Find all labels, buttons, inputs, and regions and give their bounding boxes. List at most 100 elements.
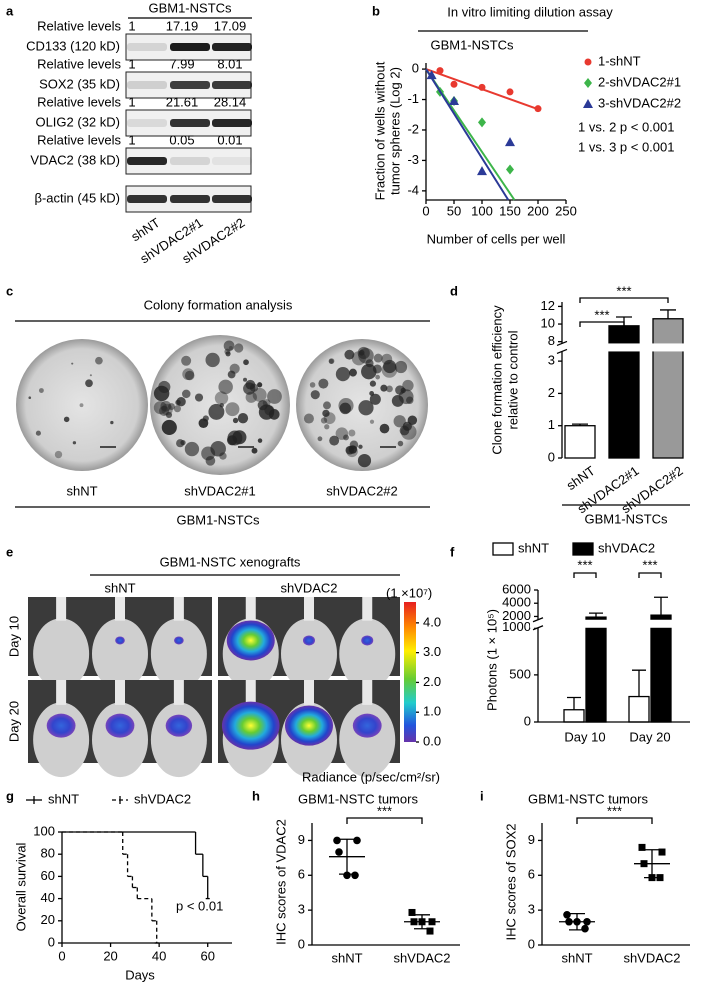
- bar: [652, 318, 684, 459]
- colony: [208, 403, 225, 420]
- x-tick-label: 100: [471, 203, 493, 218]
- panel-label: a: [6, 3, 14, 18]
- relative-level: 8.01: [217, 56, 242, 71]
- colony: [394, 360, 408, 374]
- y-tick-label: 1: [548, 417, 555, 432]
- x-tick-label: 150: [499, 203, 521, 218]
- colony: [225, 402, 240, 417]
- colony: [349, 440, 359, 449]
- colony: [194, 393, 204, 402]
- y-axis-label: Fraction of wells without: [372, 61, 387, 200]
- colony: [257, 438, 263, 443]
- bar: [585, 616, 607, 723]
- y-tick-label: 500: [509, 666, 531, 681]
- x-tick-label: shVDAC2: [393, 950, 450, 965]
- colony: [79, 403, 84, 408]
- band: [127, 43, 167, 51]
- mouse: [150, 618, 207, 690]
- x-tick-label: 50: [447, 203, 461, 218]
- y-tick-label: 60: [41, 868, 55, 883]
- colony: [303, 413, 314, 424]
- colorbar-caption: Radiance (p/sec/cm²/sr): [302, 769, 440, 784]
- panel-title: Colony formation analysis: [144, 297, 293, 312]
- panel-label: f: [450, 544, 455, 559]
- y-tick-label: 2: [548, 385, 555, 400]
- colony: [383, 359, 397, 374]
- panel-title: GBM1-NSTC xenografts: [160, 554, 301, 569]
- colony: [218, 379, 233, 395]
- relative-label: Relative levels: [37, 94, 121, 109]
- colony: [399, 425, 410, 436]
- y-axis-label: IHC scores of SOX2: [503, 823, 518, 940]
- holder: [115, 680, 125, 705]
- band: [170, 119, 210, 127]
- band: [170, 81, 210, 89]
- y-tick-label: 0: [48, 934, 55, 949]
- colony: [358, 349, 365, 356]
- bracket: [579, 297, 669, 303]
- holder: [173, 597, 184, 621]
- colony: [317, 436, 323, 442]
- point: [450, 80, 458, 88]
- relative-level: 0.01: [217, 132, 242, 147]
- colony: [369, 419, 375, 424]
- colony: [184, 441, 200, 457]
- holder: [173, 680, 184, 705]
- point: [436, 67, 444, 75]
- point: [478, 83, 486, 91]
- x-tick-label: 0: [58, 948, 65, 963]
- colony: [95, 356, 103, 365]
- panel-label: d: [450, 283, 458, 298]
- colony: [361, 363, 377, 380]
- signal: [352, 713, 382, 738]
- relative-label: Relative levels: [37, 132, 121, 147]
- panel-label: h: [252, 788, 260, 803]
- legend-label: 2-shVDAC2#1: [598, 74, 681, 89]
- y-tick-label: -2: [407, 121, 419, 136]
- y-tick-label: 40: [41, 890, 55, 905]
- point: [506, 88, 514, 96]
- colony: [335, 427, 349, 440]
- legend-label: 1-shNT: [598, 53, 641, 68]
- relative-level: 17.09: [214, 18, 247, 33]
- chart-title: GBM1-NSTC tumors: [298, 791, 418, 806]
- y-tick-label: 3: [548, 353, 555, 368]
- row-label: SOX2 (35 kD): [39, 76, 120, 91]
- point: [478, 117, 486, 128]
- band: [127, 81, 167, 89]
- band: [127, 157, 167, 165]
- y-tick-label: 0: [528, 936, 535, 951]
- x-tick-label: shNT: [564, 463, 598, 493]
- bracket: [638, 572, 662, 578]
- relative-level: 28.14: [214, 94, 247, 109]
- colony: [310, 390, 320, 400]
- x-tick-label: Day 20: [629, 729, 670, 744]
- bar: [564, 425, 596, 459]
- colony: [323, 401, 331, 410]
- colony: [181, 355, 192, 366]
- y-tick-label: 3: [298, 902, 305, 917]
- error-bar: [660, 309, 676, 319]
- group-label: shVDAC2#2: [326, 483, 398, 498]
- colony: [243, 377, 248, 382]
- colorbar-label: 2.0: [423, 674, 441, 689]
- chart-title: GBM1-NSTC tumors: [528, 791, 648, 806]
- band: [127, 195, 167, 203]
- band: [212, 157, 252, 165]
- colony: [237, 413, 249, 424]
- point: [506, 164, 514, 175]
- significance: ***: [577, 557, 592, 572]
- colony: [232, 417, 239, 424]
- bar: [563, 709, 585, 723]
- colony: [182, 389, 191, 399]
- colony: [318, 378, 329, 389]
- x-tick-label: shNT: [331, 950, 362, 965]
- colony: [176, 397, 186, 407]
- colorbar-label: 0.0: [423, 733, 441, 748]
- dot: [638, 843, 646, 851]
- colony: [72, 441, 77, 445]
- colony: [264, 405, 275, 416]
- colony: [380, 384, 388, 392]
- signal: [46, 713, 76, 738]
- colony: [343, 434, 349, 441]
